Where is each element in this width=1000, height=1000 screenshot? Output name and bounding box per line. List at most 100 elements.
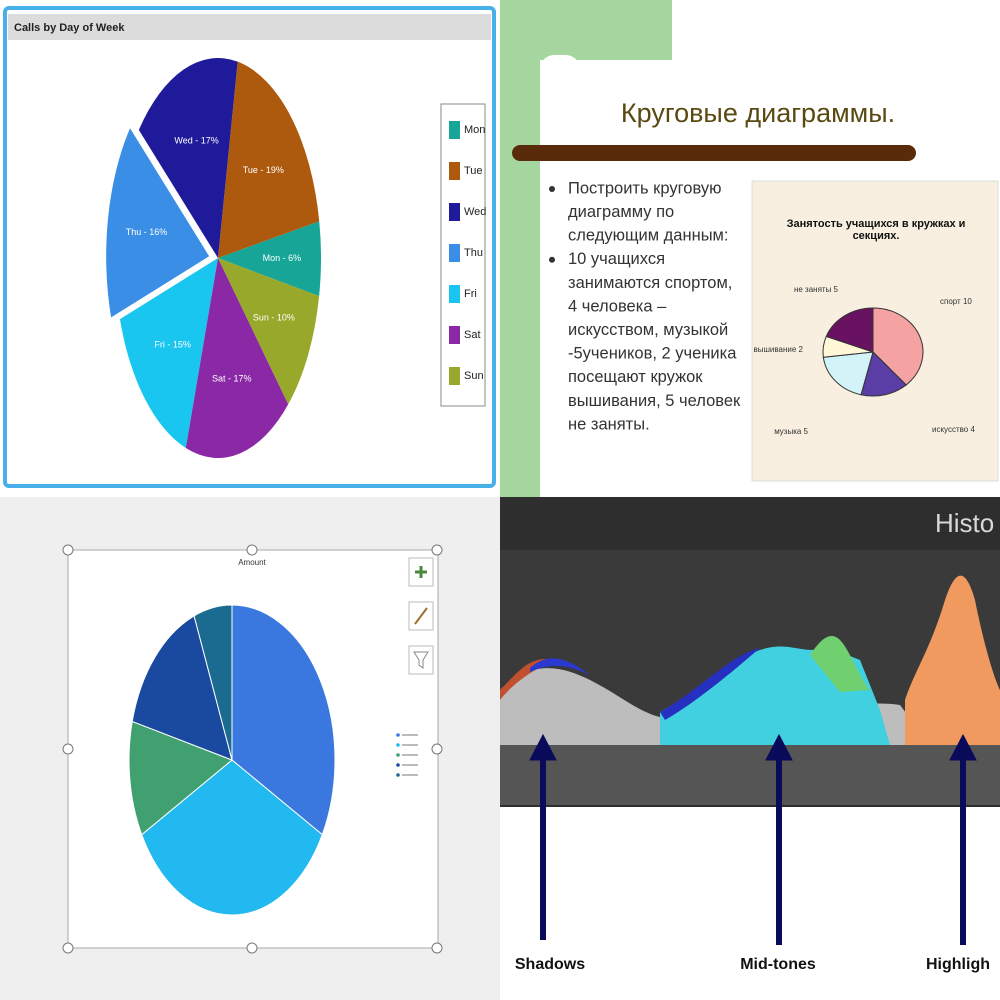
histogram-red	[500, 659, 555, 700]
legend-box	[440, 103, 486, 407]
slide-stripe	[500, 0, 540, 497]
data-label: Sat - 17%	[212, 373, 252, 383]
filter-icon	[413, 651, 429, 669]
zone-label: Shadows	[515, 956, 585, 973]
pie-slice	[119, 258, 218, 448]
resize-handle[interactable]	[431, 942, 443, 954]
legend-label: Sun	[464, 370, 484, 382]
data-label: Tue - 19%	[243, 165, 284, 175]
resize-handle[interactable]	[62, 942, 74, 954]
title-bar	[8, 14, 491, 40]
bullet-text: -5учеников, 2 ученика	[568, 345, 737, 363]
legend-swatch	[396, 753, 400, 757]
filter-button[interactable]	[408, 645, 434, 675]
pie-slice	[825, 307, 874, 353]
pie-slice	[128, 720, 233, 836]
pie-slice	[185, 258, 289, 458]
arrows	[529, 733, 977, 945]
legend-text	[402, 734, 418, 736]
legend-text	[402, 774, 418, 776]
legend-label: Wed	[464, 206, 486, 218]
resize-handle[interactable]	[431, 743, 443, 755]
pie-slice	[141, 759, 323, 916]
slide-corner	[540, 55, 580, 85]
chart-title: Calls by Day of Week	[14, 22, 125, 34]
bullet-text: 10 учащихся	[568, 250, 665, 268]
histogram-green	[810, 635, 870, 692]
bullet-text: Построить круговую	[568, 179, 721, 197]
histogram-orange	[905, 575, 1000, 745]
data-label: вышивание 2	[753, 345, 803, 354]
histogram-blue	[660, 648, 760, 720]
bullet-text: искусством, музыкой	[568, 321, 728, 339]
legend-swatch	[449, 326, 460, 344]
legend-label: Tue	[464, 165, 483, 177]
data-label: Wed - 17%	[174, 136, 218, 146]
pie-slice	[138, 57, 238, 258]
resize-handle[interactable]	[246, 942, 258, 954]
legend-swatch	[449, 203, 460, 221]
legend-swatch	[396, 743, 400, 747]
pie-slice	[231, 604, 336, 836]
histogram-blue	[530, 658, 590, 675]
bullet-text: диаграмму по	[568, 203, 674, 221]
resize-handle[interactable]	[62, 743, 74, 755]
chart-buttons	[408, 557, 434, 675]
pie-slice	[860, 351, 907, 397]
legend-swatch	[396, 763, 400, 767]
zone-strip	[500, 745, 1000, 805]
chart-title: Amount	[238, 558, 266, 567]
data-label: Thu - 16%	[126, 227, 168, 237]
legend-label: Sat	[464, 329, 481, 341]
bullet-text: занимаются спортом,	[568, 274, 732, 292]
bullet-text: следующим данным:	[568, 227, 728, 245]
pie-slice	[106, 128, 210, 318]
plus-icon	[415, 566, 427, 578]
bullet-text: 4 человека –	[568, 297, 667, 315]
slide-title: Круговые диаграммы.	[621, 98, 895, 128]
data-label: Sun - 10%	[253, 312, 295, 322]
slide-stripe	[500, 0, 672, 60]
legend-label: Mon	[464, 124, 485, 136]
legend-text	[402, 764, 418, 766]
inner-chart-title: Занятость учащихся в кружках и секциях.	[786, 218, 966, 242]
legend-swatch	[396, 733, 400, 737]
data-label: искусство 4	[932, 425, 975, 434]
legend-text	[402, 744, 418, 746]
title-rule	[512, 145, 916, 161]
panel-title: Histo	[935, 508, 994, 538]
data-label: музыка 5	[774, 427, 808, 436]
resize-handle[interactable]	[431, 544, 443, 556]
bullet-text: не заняты.	[568, 415, 650, 433]
pie-slice	[822, 351, 874, 396]
bullet-text: посещают кружок	[568, 368, 703, 386]
legend-swatch	[449, 121, 460, 139]
pie-slice	[218, 258, 320, 405]
legend-swatch	[449, 244, 460, 262]
data-label: Fri - 15%	[154, 340, 191, 350]
legend-swatch	[396, 773, 400, 777]
legend-swatch	[449, 162, 460, 180]
legend-text	[402, 754, 418, 756]
arrow-head	[529, 733, 557, 761]
resize-handle[interactable]	[246, 544, 258, 556]
arrow-head	[949, 733, 977, 761]
legend-swatch	[449, 367, 460, 385]
pie-slice	[131, 615, 233, 761]
style-button[interactable]	[408, 601, 434, 631]
inner-title-box: Занятость учащихся в кружках и секциях.	[786, 218, 966, 242]
pie-slice	[218, 61, 320, 259]
data-label: не заняты 5	[794, 285, 839, 294]
data-label: спорт 10	[940, 297, 972, 306]
zone-label: Mid-tones	[740, 956, 816, 973]
legend-label: Thu	[464, 247, 483, 259]
data-label: Mon - 6%	[263, 253, 302, 263]
pie-slice	[218, 221, 321, 297]
resize-handle[interactable]	[62, 544, 74, 556]
bullet-dot	[549, 186, 555, 192]
zone-label: Highligh	[926, 956, 990, 973]
pie-slice	[193, 604, 233, 761]
bullet-dot	[549, 256, 555, 263]
